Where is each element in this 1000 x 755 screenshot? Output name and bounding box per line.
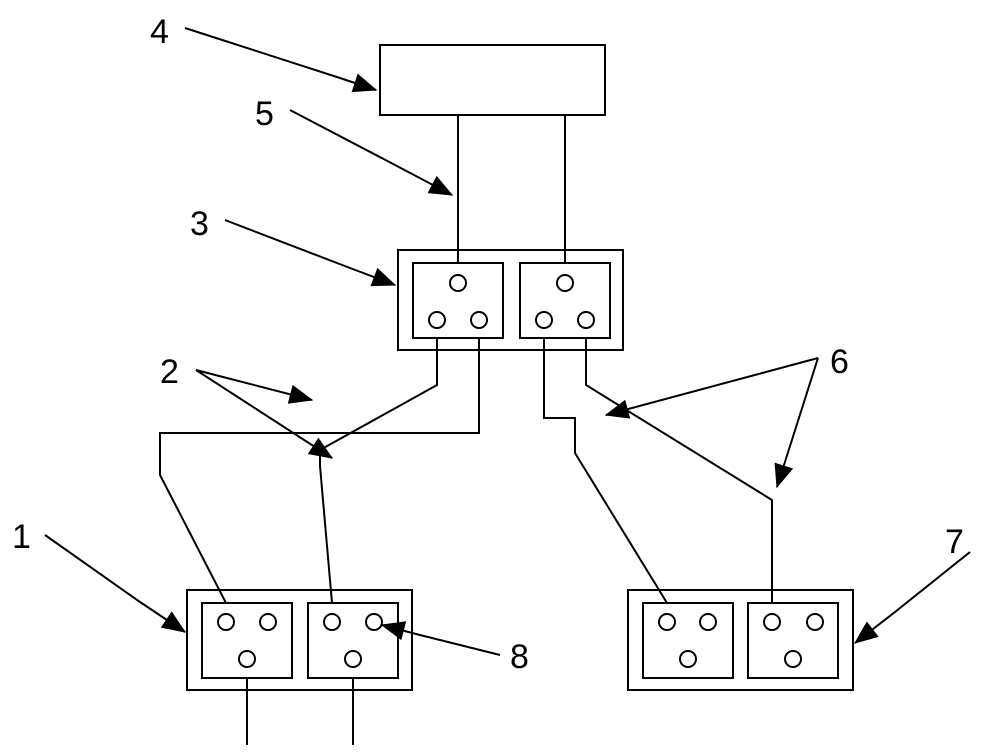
port-3a-2 bbox=[471, 312, 487, 328]
box-7-outer bbox=[628, 590, 853, 690]
label-n6: 6 bbox=[830, 343, 849, 381]
arrow-4-head bbox=[352, 75, 376, 92]
label-n5: 5 bbox=[255, 95, 274, 133]
label-n8: 8 bbox=[510, 638, 529, 676]
label-n2: 2 bbox=[160, 353, 179, 391]
port-7a-0 bbox=[659, 614, 675, 630]
arrow-5-head bbox=[428, 177, 452, 195]
port-7b-1 bbox=[807, 614, 823, 630]
port-1b-0 bbox=[324, 614, 340, 630]
arrow-6-leader-a bbox=[606, 358, 818, 415]
box-1-outer bbox=[187, 590, 412, 690]
arrow-5-leader bbox=[290, 110, 452, 195]
port-7a-2 bbox=[680, 651, 696, 667]
port-7b-2 bbox=[785, 651, 801, 667]
label-n7: 7 bbox=[945, 523, 964, 561]
box-3-outer bbox=[398, 250, 623, 350]
label-n1: 1 bbox=[12, 518, 31, 556]
arrow-8-head bbox=[382, 622, 406, 639]
port-3b-0 bbox=[557, 275, 573, 291]
label-n3: 3 bbox=[190, 205, 209, 243]
port-1b-1 bbox=[366, 614, 382, 630]
port-7b-0 bbox=[764, 614, 780, 630]
port-1a-2 bbox=[239, 651, 255, 667]
arrow-7-head bbox=[855, 622, 878, 643]
arrow-2-head-a bbox=[288, 386, 312, 403]
arrow-4-leader bbox=[185, 28, 376, 90]
port-7a-1 bbox=[700, 614, 716, 630]
port-3b-1 bbox=[536, 312, 552, 328]
arrow-3-head bbox=[371, 269, 395, 286]
arrow-6-head-a bbox=[606, 401, 630, 418]
arrow-1-head bbox=[162, 612, 185, 632]
port-3a-0 bbox=[450, 275, 466, 291]
port-1a-1 bbox=[260, 614, 276, 630]
arrow-3-leader bbox=[225, 220, 395, 285]
arrow-6-head-b bbox=[775, 463, 792, 487]
arrow-2-leader-b bbox=[196, 370, 332, 458]
port-1a-0 bbox=[218, 614, 234, 630]
port-1b-2 bbox=[345, 651, 361, 667]
label-n4: 4 bbox=[150, 13, 169, 51]
box-4 bbox=[380, 45, 605, 115]
arrow-2-head-b bbox=[309, 438, 332, 458]
port-3b-2 bbox=[578, 312, 594, 328]
wire-2a bbox=[320, 338, 437, 603]
port-3a-1 bbox=[429, 312, 445, 328]
wire-6a bbox=[544, 338, 667, 603]
arrow-1-leader bbox=[45, 535, 185, 632]
